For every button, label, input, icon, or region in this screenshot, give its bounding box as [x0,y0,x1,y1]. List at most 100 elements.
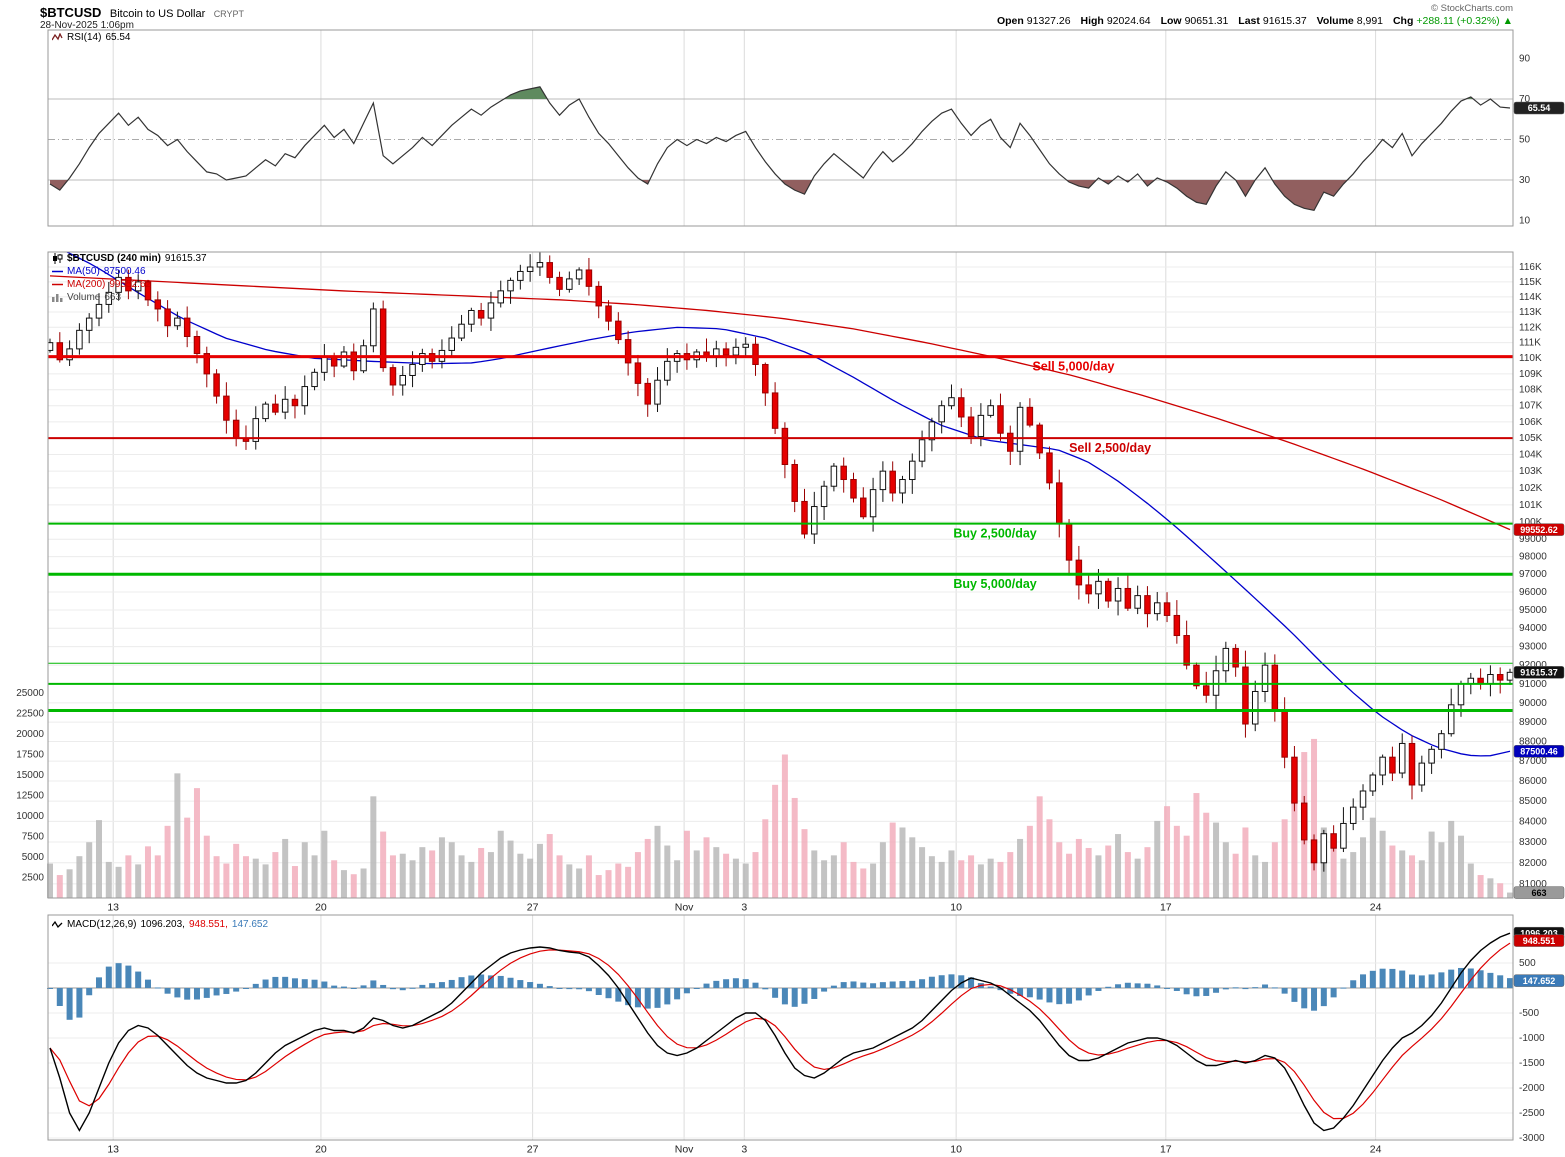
rsi-line-icon [52,33,63,42]
svg-text:10: 10 [950,1144,962,1156]
macd-signal-value: 948.551, [188,919,228,930]
moving-averages [49,252,1511,757]
rsi-legend: RSI(14) 65.54 [52,31,130,44]
chart-datetime: 28-Nov-2025 1:06pm [40,20,134,31]
svg-text:-1000: -1000 [1519,1033,1545,1044]
svg-text:-2000: -2000 [1519,1083,1545,1094]
svg-text:50: 50 [1519,135,1531,146]
macd-panel [47,932,1513,1132]
annotation-lines: Sell 5,000/day Sell 2,500/day Buy 2,500/da… [48,355,1513,713]
open-label: Open [996,15,1024,27]
svg-text:10000: 10000 [16,811,44,822]
svg-text:93000: 93000 [1519,642,1547,653]
svg-text:10: 10 [1519,216,1531,227]
chg-value: +288.11 (+0.32%) [1416,15,1500,27]
svg-text:30: 30 [1519,175,1531,186]
last-value: 91615.37 [1262,15,1307,27]
svg-text:10: 10 [950,902,962,914]
up-arrow-icon: ▲ [1502,15,1513,27]
macd-line-icon [52,920,63,929]
svg-text:663: 663 [1531,888,1546,898]
svg-text:20: 20 [315,902,327,914]
svg-text:948.551: 948.551 [1523,936,1556,946]
svg-text:106K: 106K [1519,417,1543,428]
high-label: High [1080,15,1104,27]
svg-text:110K: 110K [1519,353,1542,364]
svg-text:2500: 2500 [22,873,45,884]
svg-text:15000: 15000 [16,770,44,781]
svg-text:Sell 5,000/day: Sell 5,000/day [1032,360,1114,374]
svg-text:81000: 81000 [1519,879,1547,890]
svg-text:99000: 99000 [1519,534,1547,545]
rsi-legend-label: RSI(14) [67,32,102,43]
svg-text:87500.46: 87500.46 [1520,746,1558,756]
svg-text:17500: 17500 [16,750,44,761]
svg-text:115K: 115K [1519,277,1542,288]
high-value: 92024.64 [1106,15,1151,27]
macd-legend: MACD(12,26,9) 1096.203, 948.551, 147.652 [52,918,268,931]
svg-text:Nov: Nov [675,902,694,914]
svg-text:95000: 95000 [1519,605,1547,616]
svg-text:113K: 113K [1519,307,1542,318]
svg-text:98000: 98000 [1519,552,1547,563]
svg-text:3: 3 [741,1144,747,1156]
volume-legend-value: 663 [104,292,122,303]
volume-label: Volume [1316,15,1354,27]
ohlc-quote-line: Open 91327.26 High 92024.64 Low 90651.31 La… [990,15,1513,27]
ma50-line-icon [52,269,63,274]
svg-text:83000: 83000 [1519,837,1547,848]
svg-text:99552.62: 99552.62 [1520,525,1558,535]
svg-text:12500: 12500 [16,791,44,802]
chg-label: Chg [1392,15,1414,27]
open-value: 91327.26 [1026,15,1071,27]
svg-text:17: 17 [1160,902,1172,914]
svg-text:Buy 2,500/day: Buy 2,500/day [953,527,1036,541]
svg-text:3: 3 [741,902,747,914]
copyright: © StockCharts.com [1431,3,1513,14]
svg-text:13: 13 [107,1144,119,1156]
svg-text:109K: 109K [1519,369,1543,380]
ma50-legend-value: 87500.46 [103,266,146,277]
volume-bars [47,738,1513,898]
volume-value: 8,991 [1356,15,1384,27]
svg-text:147.652: 147.652 [1523,976,1556,986]
svg-text:82000: 82000 [1519,858,1547,869]
low-value: 90651.31 [1184,15,1229,27]
svg-text:116K: 116K [1519,262,1542,273]
svg-text:104K: 104K [1519,450,1543,461]
price-legend-value: 91615.37 [164,253,207,264]
svg-text:92000: 92000 [1519,660,1547,671]
ma50-legend-label: MA(50) [67,266,100,277]
svg-text:1096.203: 1096.203 [1520,928,1558,938]
ma200-legend-value: 99552.62 [109,279,152,290]
svg-text:96000: 96000 [1519,587,1547,598]
price-legend: $BTCUSD (240 min) 91615.37 MA(50) 87500.… [52,252,207,304]
svg-text:24: 24 [1370,902,1382,914]
svg-text:17: 17 [1160,1144,1172,1156]
volume-legend-label: Volume [67,292,101,303]
svg-text:94000: 94000 [1519,623,1547,634]
svg-text:7500: 7500 [22,832,45,843]
svg-text:500: 500 [1519,958,1536,969]
svg-text:91000: 91000 [1519,679,1547,690]
low-label: Low [1160,15,1182,27]
svg-text:-1500: -1500 [1519,1058,1545,1069]
svg-text:70: 70 [1519,94,1531,105]
macd-value: 1096.203, [140,919,185,930]
axis-labels: 90 70 50 30 10 81000 82000 83000 84000 85000 86000… [16,54,1547,1156]
svg-text:111K: 111K [1519,338,1541,349]
chart-title: $BTCUSD Bitcoin to US Dollar CRYPT [40,4,244,22]
svg-text:5000: 5000 [22,852,45,863]
svg-text:88000: 88000 [1519,736,1547,747]
svg-text:114K: 114K [1519,292,1542,303]
svg-text:85000: 85000 [1519,796,1547,807]
rsi-legend-value: 65.54 [105,32,131,43]
macd-legend-label: MACD(12,26,9) [67,919,137,930]
svg-text:27: 27 [527,902,539,914]
exchange-tag: CRYPT [213,9,245,19]
last-value-boxes: 65.54 99552.62 91615.37 87500.46 663 1096.203… [1513,101,1565,987]
svg-text:65.54: 65.54 [1528,103,1551,113]
svg-text:-3000: -3000 [1519,1133,1545,1144]
ma200-line-icon [52,282,63,287]
